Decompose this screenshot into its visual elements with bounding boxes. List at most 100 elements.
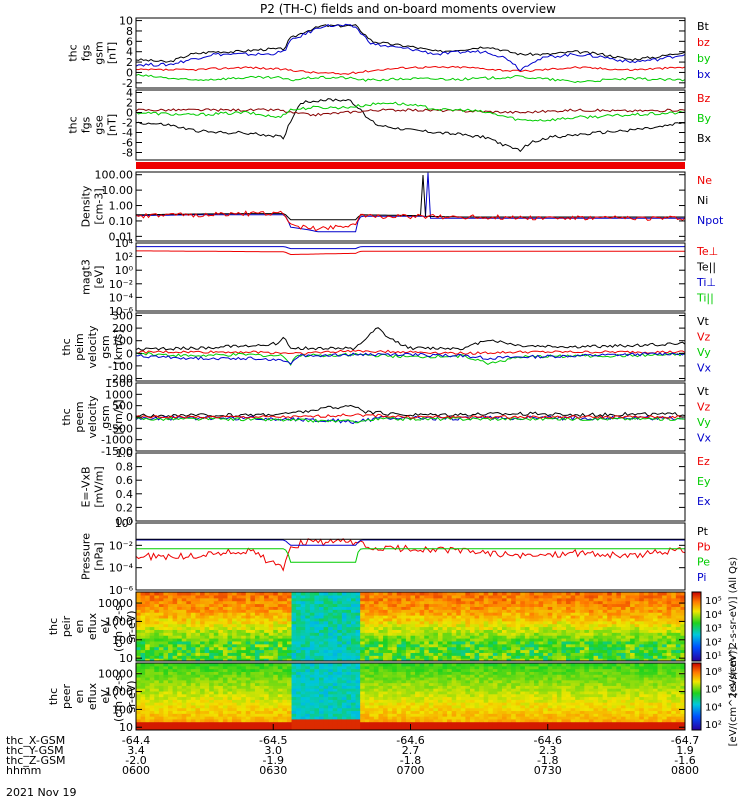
y-tick-label: 10 bbox=[119, 652, 133, 665]
y-tick-label: 1000 bbox=[105, 388, 133, 401]
y-tick-label: 0.01 bbox=[109, 230, 134, 243]
y-tick-label: 500 bbox=[112, 400, 133, 413]
y-tick-label: 10⁻² bbox=[109, 539, 133, 552]
series-Vt-line bbox=[136, 404, 685, 419]
y-axis-label: en bbox=[73, 620, 86, 634]
y-tick-label: 0.8 bbox=[116, 461, 134, 474]
y-tick-label: 0 bbox=[126, 347, 133, 360]
x-tick-label: -64.5 bbox=[259, 734, 287, 747]
legend-Vx: Vx bbox=[697, 362, 712, 375]
colorbar-label: [eV/(cm^2-s-sr-eV)] (All Qs) bbox=[728, 557, 739, 696]
y-tick-label: -1500 bbox=[101, 445, 133, 458]
legend-bx: bx bbox=[697, 68, 711, 81]
panel-frame bbox=[135, 452, 686, 522]
y-axis-label: eV bbox=[99, 689, 112, 704]
y-axis-label: [cm-3] bbox=[93, 188, 106, 224]
legend-Vy: Vy bbox=[697, 416, 711, 429]
legend-Ni: Ni bbox=[697, 194, 708, 207]
y-axis-label: [mV/m] bbox=[93, 466, 106, 507]
ion-spectrogram-image bbox=[136, 592, 685, 661]
figure-title: P2 (TH-C) fields and on-board moments ov… bbox=[260, 2, 556, 16]
y-axis-label: velocity bbox=[86, 325, 99, 368]
legend-Vt: Vt bbox=[697, 315, 710, 328]
y-tick-label: 10⁻² bbox=[109, 278, 133, 291]
colorbar-tick-label: 10² bbox=[705, 637, 722, 648]
y-tick-label: -8 bbox=[122, 147, 133, 160]
legend-Te||: Te|| bbox=[696, 261, 716, 274]
panel-density: 100.00 10.00 1.00 0.10 0.01 Density [cm-3] Ne Ni… bbox=[80, 169, 724, 244]
series-bx-line bbox=[136, 23, 685, 72]
y-axis-label: velocity bbox=[86, 395, 99, 438]
legend-Pi: Pi bbox=[697, 571, 706, 584]
x-axis: thc_X-GSMthc_Y-GSMthc_Z-GSMhhmm-64.43.4-… bbox=[6, 724, 699, 777]
y-tick-label: 0.4 bbox=[116, 488, 134, 501]
legend-Ex: Ex bbox=[697, 495, 711, 508]
y-axis-label: thc bbox=[60, 408, 73, 425]
panel-efield: 1.00.80.60.40.20.0 E=-VxB [mV/m] Ez Ey Ex bbox=[80, 447, 711, 528]
legend-Vx: Vx bbox=[697, 432, 712, 445]
x-row-label: hhmm bbox=[6, 764, 41, 777]
series-Pb-line bbox=[136, 538, 685, 572]
y-tick-label: 0 bbox=[126, 107, 133, 120]
y-axis-label: [km/s] bbox=[112, 399, 125, 434]
x-tick-label: 0630 bbox=[259, 764, 287, 777]
y-tick-label: 300 bbox=[112, 310, 133, 323]
legend-Pb: Pb bbox=[697, 540, 711, 553]
x-tick-label: -1.8 bbox=[537, 754, 558, 767]
series-bz-line bbox=[136, 65, 685, 75]
series-By-line bbox=[136, 101, 685, 122]
y-tick-label: 10⁰ bbox=[115, 264, 134, 277]
y-tick-label: 10⁴ bbox=[115, 237, 134, 250]
y-axis-label: eflux bbox=[86, 682, 99, 710]
legend-Ey: Ey bbox=[697, 475, 711, 488]
y-tick-label: -2 bbox=[122, 77, 133, 90]
x-tick-label: -1.9 bbox=[263, 754, 284, 767]
y-tick-label: 1000 bbox=[105, 686, 133, 699]
y-tick-label: 4 bbox=[126, 46, 133, 59]
series-Ni-line bbox=[136, 174, 685, 221]
series-Pe-line bbox=[136, 548, 685, 563]
x-tick-label: -1.8 bbox=[400, 754, 421, 767]
y-axis-label: gse bbox=[93, 115, 106, 135]
y-tick-label: 1000 bbox=[105, 615, 133, 628]
y-axis-label: peir bbox=[60, 615, 73, 637]
y-tick-label: -4 bbox=[122, 127, 133, 140]
panel-frame bbox=[135, 522, 686, 591]
legend-Ez: Ez bbox=[697, 455, 710, 468]
y-tick-label: 100 bbox=[112, 703, 133, 716]
y-tick-label: 2 bbox=[126, 97, 133, 110]
y-tick-label: 10⁻⁶ bbox=[109, 305, 134, 318]
panel-frame bbox=[135, 171, 686, 242]
y-axis-label: [eV] bbox=[93, 266, 106, 289]
legend-Bx: Bx bbox=[697, 132, 712, 145]
legend-Pe: Pe bbox=[697, 556, 710, 569]
x-tick-label: -64.7 bbox=[671, 734, 699, 747]
x-tick-label: 0800 bbox=[671, 764, 699, 777]
y-axis-label: gsm bbox=[93, 41, 106, 64]
legend-Vz: Vz bbox=[697, 401, 711, 414]
y-tick-label: 200 bbox=[112, 322, 133, 335]
y-axis-label: magt3 bbox=[80, 259, 93, 295]
y-tick-label: 10.00 bbox=[102, 184, 134, 197]
colorbar-tick-label: 10³ bbox=[705, 624, 722, 635]
y-axis-label: thc bbox=[67, 116, 80, 133]
y-tick-label: 10⁻⁶ bbox=[109, 584, 134, 597]
series-Npot-line bbox=[136, 172, 685, 233]
y-tick-label: 4 bbox=[126, 87, 133, 100]
legend-Vy: Vy bbox=[697, 346, 711, 359]
x-row-label: thc_Y-GSM bbox=[6, 744, 64, 757]
y-axis-label: fgs bbox=[80, 44, 93, 61]
series-Vt-line bbox=[136, 327, 685, 351]
y-tick-label: 100 bbox=[112, 335, 133, 348]
bar-indicator bbox=[136, 162, 685, 169]
y-tick-label: 10000 bbox=[98, 668, 133, 681]
y-tick-label: -200 bbox=[108, 373, 133, 386]
series-Pi-line bbox=[136, 539, 685, 546]
y-axis-label: sr-eV) bbox=[125, 680, 138, 712]
y-tick-label: 0 bbox=[126, 411, 133, 424]
legend-bz: bz bbox=[697, 36, 710, 49]
y-axis-label: peim bbox=[73, 333, 86, 361]
y-tick-label: 6 bbox=[126, 35, 133, 48]
